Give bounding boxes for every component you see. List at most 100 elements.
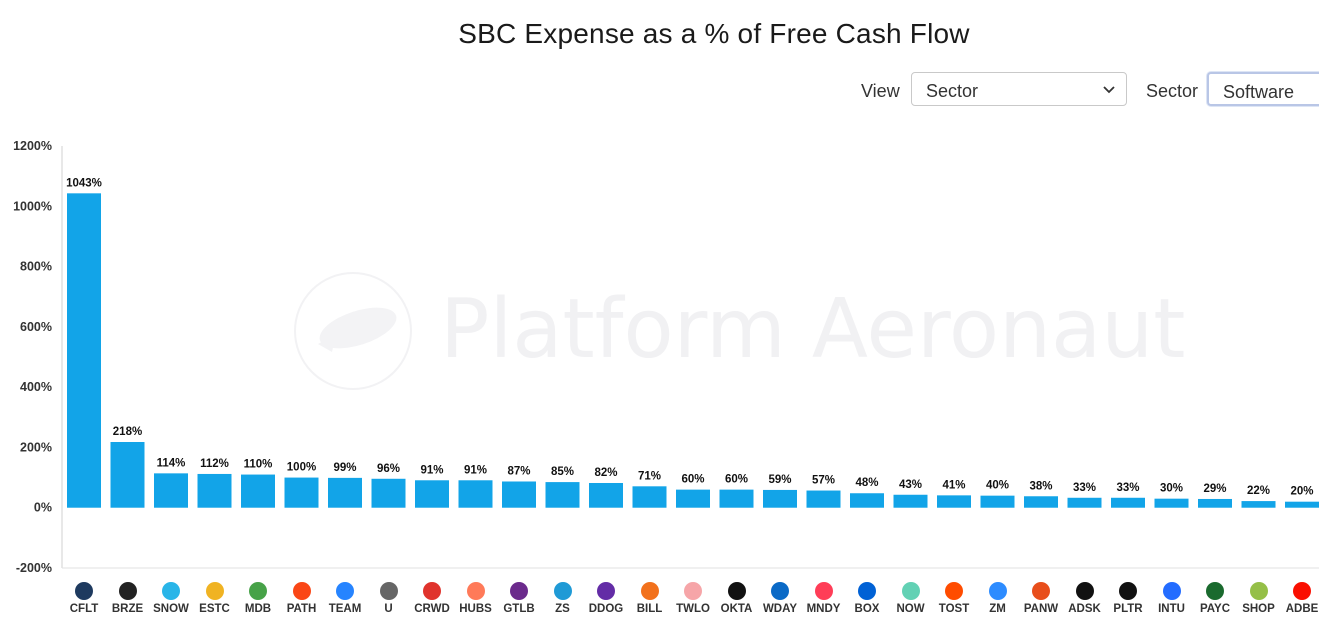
x-tick-label: NOW (896, 603, 925, 615)
data-label: 91% (464, 464, 487, 476)
y-tick-label: 600% (20, 320, 52, 334)
bar-cflt[interactable] (67, 193, 101, 508)
hubs-logo-icon (466, 582, 485, 600)
bar-snow[interactable] (154, 473, 188, 508)
x-tick-label: CRWD (414, 603, 450, 615)
bar-path[interactable] (284, 477, 319, 508)
x-tick-label: PANW (1023, 603, 1059, 615)
bar-panw[interactable] (1024, 496, 1058, 508)
y-axis: 1200% 1000% 800% 600% 400% 200% 0% -200% (13, 139, 1319, 575)
sector-label: Sector (1146, 81, 1199, 101)
x-tick-label: HUBS (459, 603, 492, 615)
bar-gtlb[interactable] (502, 481, 536, 508)
x-tick-label: U (384, 603, 393, 615)
data-label: 85% (551, 466, 574, 478)
y-tick-label: 800% (20, 260, 52, 274)
snow-logo-icon (162, 582, 180, 600)
x-tick-label: CFLT (69, 603, 99, 615)
bar-mndy[interactable] (806, 490, 841, 508)
intu-logo-icon (1162, 582, 1181, 600)
path-logo-icon (292, 582, 311, 600)
bar-bill[interactable] (632, 486, 667, 508)
bar-wday[interactable] (763, 489, 797, 508)
tost-logo-icon (945, 582, 963, 600)
bar-zm[interactable] (980, 495, 1015, 508)
data-label: 218% (113, 426, 142, 438)
data-label: 40% (986, 480, 1009, 492)
x-tick-label: PATH (286, 603, 317, 615)
bar-box[interactable] (850, 493, 884, 508)
watermark-logo-icon (294, 272, 412, 390)
watermark: Platform Aeronaut (294, 272, 1185, 390)
team-logo-icon (336, 582, 354, 600)
data-label: 82% (594, 467, 617, 479)
brze-logo-icon (118, 582, 137, 600)
view-select[interactable]: Sector (911, 72, 1127, 106)
bar-shop[interactable] (1241, 501, 1276, 508)
bar-tost[interactable] (937, 495, 971, 508)
bar-intu[interactable] (1154, 498, 1189, 508)
bar-payc[interactable] (1198, 498, 1232, 508)
x-tick-label: PLTR (1113, 603, 1143, 615)
data-label: 99% (333, 462, 356, 474)
data-label: 33% (1073, 482, 1096, 494)
data-label: 59% (768, 474, 791, 486)
data-label: 1043% (66, 177, 102, 189)
mndy-logo-icon (814, 582, 833, 600)
bar-twlo[interactable] (676, 489, 710, 508)
payc-logo-icon (1206, 582, 1224, 600)
data-label: 57% (812, 475, 835, 487)
estc-logo-icon (205, 582, 224, 600)
data-label: 91% (420, 464, 443, 476)
bar-estc[interactable] (197, 473, 232, 508)
data-label: 29% (1203, 483, 1226, 495)
chart-title: SBC Expense as a % of Free Cash Flow (458, 18, 970, 49)
bar-mdb[interactable] (241, 474, 275, 508)
y-tick-label: 400% (20, 380, 52, 394)
bar-adbe[interactable] (1285, 501, 1319, 508)
adbe-logo-icon (1293, 582, 1311, 600)
data-label: 33% (1116, 482, 1139, 494)
data-label: 30% (1160, 483, 1183, 495)
y-tick-label: -200% (16, 561, 52, 575)
data-label: 71% (638, 470, 661, 482)
data-label: 22% (1247, 485, 1270, 497)
bar-brze[interactable] (110, 442, 145, 508)
okta-logo-icon (727, 582, 746, 600)
bar-crwd[interactable] (415, 480, 449, 508)
box-logo-icon (858, 582, 876, 600)
data-label: 38% (1029, 480, 1052, 492)
data-label: 60% (725, 474, 748, 486)
chevron-down-icon (1103, 86, 1115, 94)
bar-hubs[interactable] (458, 480, 493, 508)
pltr-logo-icon (1119, 582, 1137, 600)
data-label: 48% (855, 477, 878, 489)
data-label: 43% (899, 479, 922, 491)
bar-zs[interactable] (545, 482, 580, 508)
bar-team[interactable] (328, 477, 362, 508)
sector-select[interactable]: Software (1207, 72, 1319, 106)
bar-now[interactable] (893, 494, 928, 508)
bar-okta[interactable] (719, 489, 754, 508)
adsk-logo-icon (1075, 582, 1094, 600)
x-tick-label: DDOG (588, 603, 624, 615)
bar-u[interactable] (371, 478, 406, 508)
bars (67, 193, 1319, 508)
watermark-text: Platform Aeronaut (440, 282, 1186, 377)
data-label: 100% (287, 462, 316, 474)
wday-logo-icon (771, 582, 789, 600)
y-tick-label: 200% (20, 440, 52, 454)
data-labels: 1043% 218% 114% 112% 110% 100% 99% 96% 91% 91% 87%… (66, 177, 1313, 497)
bar-adsk[interactable] (1067, 497, 1102, 508)
x-tick-label: TEAM (328, 603, 362, 615)
bar-ddog[interactable] (589, 482, 623, 508)
bar-pltr[interactable] (1111, 497, 1145, 508)
data-label: 96% (377, 463, 400, 475)
zs-logo-icon (553, 582, 572, 600)
x-tick-label: ZS (555, 603, 570, 615)
data-label: 87% (507, 465, 530, 477)
x-tick-label: BILL (636, 603, 663, 615)
x-tick-label: ADBE (1285, 603, 1319, 615)
data-label: 114% (157, 457, 186, 469)
